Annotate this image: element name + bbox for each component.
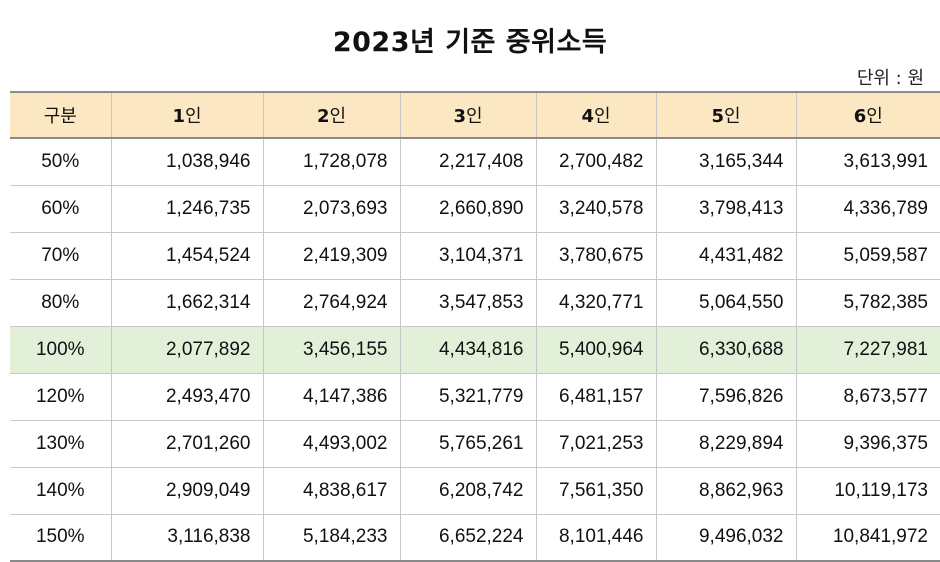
income-cell: 7,021,253 xyxy=(535,419,656,468)
income-cell: 2,764,924 xyxy=(262,278,400,327)
income-cell: 6,208,742 xyxy=(399,466,536,515)
column-header-3-person: 3인 xyxy=(399,91,536,139)
income-cell: 9,496,032 xyxy=(655,513,796,562)
income-cell: 1,038,946 xyxy=(110,137,263,186)
income-cell: 8,101,446 xyxy=(535,513,656,562)
income-cell: 5,765,261 xyxy=(399,419,536,468)
table-body: 50% 1,038,946 1,728,078 2,217,408 2,700,482 3… xyxy=(10,137,940,562)
income-cell: 7,596,826 xyxy=(655,372,796,421)
income-cell: 4,147,386 xyxy=(262,372,400,421)
income-cell: 5,184,233 xyxy=(262,513,400,562)
row-label: 80% xyxy=(10,278,111,327)
household-size-suffix: 인 xyxy=(723,106,741,127)
column-header-6-person: 6인 xyxy=(795,91,940,139)
household-size-suffix: 인 xyxy=(866,106,883,127)
income-cell: 10,119,173 xyxy=(795,466,940,515)
row-label: 140% xyxy=(10,466,111,515)
income-cell: 2,077,892 xyxy=(110,325,263,374)
income-cell: 1,662,314 xyxy=(110,278,263,327)
income-cell: 2,701,260 xyxy=(110,419,263,468)
household-size-suffix: 인 xyxy=(184,106,202,127)
income-cell: 3,240,578 xyxy=(535,184,656,233)
row-label: 120% xyxy=(10,372,111,421)
household-size-number: 4 xyxy=(581,106,594,127)
table-row: 130% 2,701,260 4,493,002 5,765,261 7,021,253… xyxy=(10,419,940,468)
income-cell: 2,909,049 xyxy=(110,466,263,515)
income-cell: 3,165,344 xyxy=(655,137,796,186)
income-cell: 5,064,550 xyxy=(655,278,796,327)
unit-label: 단위 : 원 xyxy=(856,68,924,89)
income-cell: 10,841,972 xyxy=(795,513,940,562)
household-size-suffix: 인 xyxy=(593,106,611,127)
income-cell: 4,493,002 xyxy=(262,419,400,468)
table-row: 50% 1,038,946 1,728,078 2,217,408 2,700,482 3… xyxy=(10,137,940,186)
income-cell: 3,456,155 xyxy=(262,325,400,374)
page-title: 2023년 기준 중위소득 xyxy=(332,27,608,58)
income-cell: 5,400,964 xyxy=(535,325,656,374)
income-cell: 7,227,981 xyxy=(795,325,940,374)
column-header-label: 구분 xyxy=(43,106,77,127)
household-size-number: 1 xyxy=(172,106,185,127)
column-header-1-person: 1인 xyxy=(110,91,263,139)
income-cell: 9,396,375 xyxy=(795,419,940,468)
median-income-table: 구분 1인 2인 3인 4인 5인 6인 50% 1,038,946 1,728,0… xyxy=(10,91,940,562)
table-row: 70% 1,454,524 2,419,309 3,104,371 3,780,675 4… xyxy=(10,231,940,280)
income-cell: 4,838,617 xyxy=(262,466,400,515)
income-cell: 4,336,789 xyxy=(795,184,940,233)
income-cell: 8,862,963 xyxy=(655,466,796,515)
income-cell: 5,321,779 xyxy=(399,372,536,421)
household-size-suffix: 인 xyxy=(465,106,483,127)
income-cell: 6,481,157 xyxy=(535,372,656,421)
column-header-4-person: 4인 xyxy=(535,91,656,139)
income-cell: 6,330,688 xyxy=(655,325,796,374)
row-label: 50% xyxy=(10,137,111,186)
row-label: 100% xyxy=(10,325,111,374)
income-cell: 3,798,413 xyxy=(655,184,796,233)
income-cell: 5,782,385 xyxy=(795,278,940,327)
table-header-row: 구분 1인 2인 3인 4인 5인 6인 xyxy=(10,91,940,139)
income-cell: 5,059,587 xyxy=(795,231,940,280)
income-cell: 3,116,838 xyxy=(110,513,263,562)
income-cell: 1,246,735 xyxy=(110,184,263,233)
income-cell: 8,229,894 xyxy=(655,419,796,468)
income-cell: 1,728,078 xyxy=(262,137,400,186)
income-cell: 2,660,890 xyxy=(399,184,536,233)
household-size-number: 3 xyxy=(453,106,466,127)
income-cell: 4,434,816 xyxy=(399,325,536,374)
column-header-category: 구분 xyxy=(10,91,111,139)
row-label: 70% xyxy=(10,231,111,280)
table-row: 150% 3,116,838 5,184,233 6,652,224 8,101,446… xyxy=(10,513,940,562)
income-cell: 3,104,371 xyxy=(399,231,536,280)
column-header-5-person: 5인 xyxy=(655,91,796,139)
household-size-number: 6 xyxy=(853,106,867,127)
income-cell: 2,493,470 xyxy=(110,372,263,421)
income-cell: 1,454,524 xyxy=(110,231,263,280)
income-cell: 3,547,853 xyxy=(399,278,536,327)
household-size-number: 2 xyxy=(316,106,330,127)
table-row: 60% 1,246,735 2,073,693 2,660,890 3,240,578 3… xyxy=(10,184,940,233)
row-label: 130% xyxy=(10,419,111,468)
column-header-2-person: 2인 xyxy=(262,91,400,139)
income-cell: 4,320,771 xyxy=(535,278,656,327)
income-cell: 2,419,309 xyxy=(262,231,400,280)
income-cell: 3,780,675 xyxy=(535,231,656,280)
income-cell: 2,217,408 xyxy=(399,137,536,186)
income-cell: 2,700,482 xyxy=(535,137,656,186)
income-cell: 4,431,482 xyxy=(655,231,796,280)
table-row: 80% 1,662,314 2,764,924 3,547,853 4,320,771 5… xyxy=(10,278,940,327)
row-label: 60% xyxy=(10,184,111,233)
income-cell: 7,561,350 xyxy=(535,466,656,515)
income-cell: 3,613,991 xyxy=(795,137,940,186)
row-label: 150% xyxy=(10,513,111,562)
table-row: 140% 2,909,049 4,838,617 6,208,742 7,561,350… xyxy=(10,466,940,515)
household-size-number: 5 xyxy=(711,106,724,127)
income-cell: 8,673,577 xyxy=(795,372,940,421)
income-cell: 2,073,693 xyxy=(262,184,400,233)
table-row: 100% 2,077,892 3,456,155 4,434,816 5,400,964… xyxy=(10,325,940,374)
table-row: 120% 2,493,470 4,147,386 5,321,779 6,481,157… xyxy=(10,372,940,421)
household-size-suffix: 인 xyxy=(329,106,347,127)
income-cell: 6,652,224 xyxy=(399,513,536,562)
